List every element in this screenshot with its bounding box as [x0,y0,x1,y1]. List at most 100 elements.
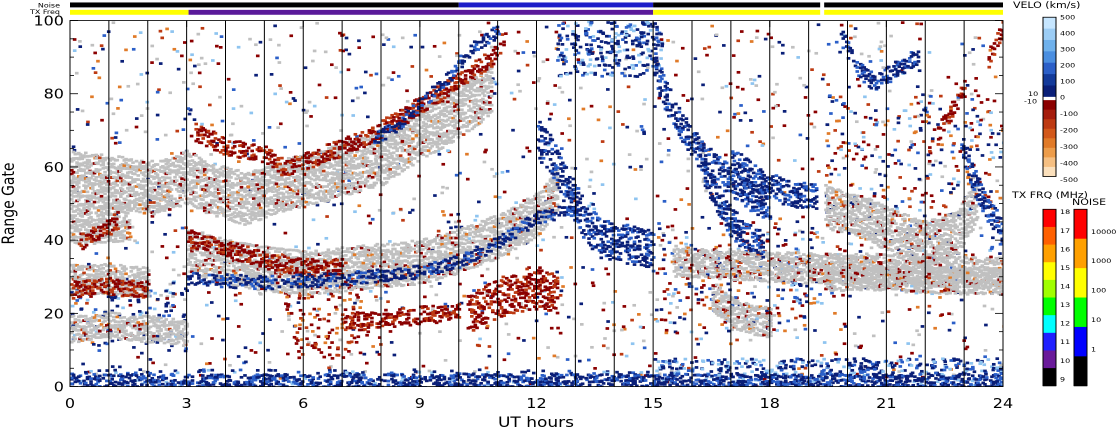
ground-pixel [295,185,300,189]
velocity-pixel [442,213,446,217]
velocity-pixel [441,185,445,189]
velocity-pixel [869,202,873,206]
ground-pixel [295,192,300,196]
velocity-pixel [284,100,289,104]
ground-pixel [209,177,214,181]
ground-pixel [96,200,100,204]
velocity-pixel [278,376,283,380]
velocity-pixel [686,369,691,372]
velocity-pixel [944,365,949,369]
velocity-pixel [762,377,767,381]
velocity-pixel [600,59,605,63]
ground-pixel [194,154,198,157]
velocity-pixel [679,241,684,245]
velocity-pixel [253,351,258,354]
velocity-pixel [171,268,176,272]
velocity-pixel [655,28,659,32]
velocity-pixel [790,307,795,311]
ground-pixel [320,199,324,202]
velocity-pixel [828,370,832,374]
velocity-pixel [142,211,147,215]
ground-pixel [211,164,216,167]
velocity-pixel [812,125,817,129]
velocity-pixel [167,213,172,217]
velocity-pixel [516,69,521,73]
ground-pixel [267,208,272,212]
ground-pixel [96,192,100,195]
velocity-pixel [986,143,991,147]
velocity-pixel [708,307,712,310]
ground-pixel [132,172,137,176]
velocity-pixel [453,220,458,224]
ground-pixel [174,202,179,205]
velocity-pixel [346,68,351,72]
ground-pixel [274,175,279,179]
velocity-pixel [356,96,360,100]
velocity-pixel [148,306,152,310]
ground-pixel [271,208,275,212]
velocity-pixel [803,292,807,296]
velocity-pixel [94,375,98,379]
velocity-pixel [218,46,223,49]
velocity-pixel [549,112,553,116]
velocity-pixel [136,300,141,304]
ground-pixel [139,180,144,183]
velocity-pixel [199,342,204,346]
ground-pixel [306,172,310,176]
velocity-pixel [931,163,936,167]
velocity-pixel [879,59,884,62]
velocity-pixel [935,380,940,384]
velocity-pixel [629,26,633,29]
velocity-pixel [847,361,852,365]
ground-pixel [192,171,197,175]
velocity-pixel [958,150,963,153]
velocity-pixel [599,40,604,43]
velocity-pixel [97,344,101,347]
ground-pixel [82,168,86,171]
velocity-pixel [927,51,932,54]
velocity-pixel [489,300,494,303]
velocity-pixel [628,74,632,78]
velocity-pixel [866,103,871,106]
velocity-pixel [343,347,348,351]
velocity-pixel [919,100,924,103]
velocity-pixel [564,235,569,239]
velocity-pixel [545,102,550,105]
velocity-pixel [480,274,484,278]
velocity-pixel [945,254,950,258]
ground-pixel [288,204,293,208]
velocity-pixel [330,356,335,360]
ground-pixel [251,201,256,204]
velocity-pixel [361,328,365,332]
velocity-pixel [343,369,348,373]
velocity-pixel [914,291,919,295]
velocity-pixel [641,21,645,25]
velocity-pixel [663,253,667,257]
velocity-pixel [204,303,209,307]
velocity-pixel [992,366,996,370]
velocity-pixel [999,363,1003,366]
velocity-pixel [838,95,843,99]
ground-pixel [70,189,74,193]
velocity-pixel [782,359,786,363]
velocity-pixel [939,148,944,152]
velocity-pixel [589,43,593,47]
velocity-pixel [377,336,382,339]
velocity-pixel [680,46,685,50]
velocity-pixel [810,226,815,230]
velocity-pixel [917,333,921,337]
velocity-pixel [724,326,729,330]
velocity-pixel [979,101,984,104]
velocity-pixel [700,298,705,302]
velocity-pixel [646,245,650,248]
velocity-pixel [228,133,233,137]
velocity-pixel [821,379,826,382]
velocity-pixel [663,297,667,301]
velocity-pixel [93,51,97,55]
velocity-pixel [286,314,291,318]
velocity-pixel [895,381,899,384]
velocity-pixel [131,312,136,316]
ground-pixel [104,166,109,169]
velocity-pixel [587,52,591,56]
ground-pixel [237,204,242,208]
